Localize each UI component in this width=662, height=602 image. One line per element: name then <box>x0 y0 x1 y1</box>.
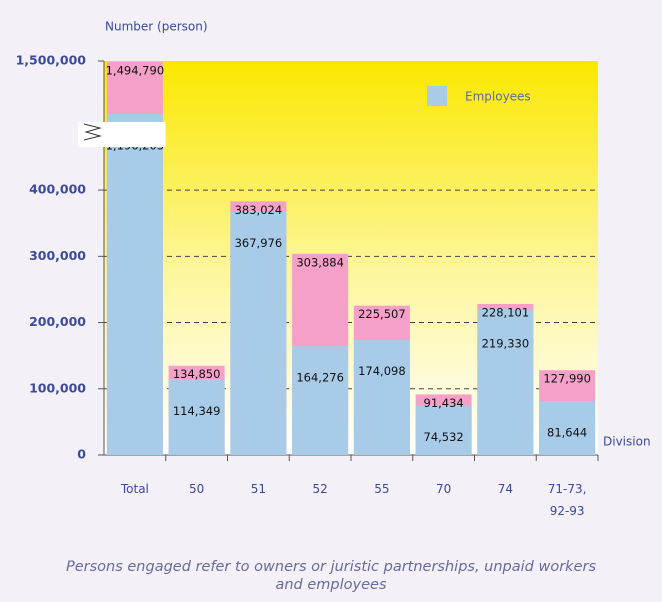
total-label: 134,850 <box>173 367 221 381</box>
break-mark <box>83 123 102 141</box>
y-tick-label: 300,000 <box>29 248 86 263</box>
x-tick-label: 55 <box>374 482 390 496</box>
bar <box>106 113 163 455</box>
y-tick-label: 0 <box>77 447 86 462</box>
x-tick-label: 50 <box>188 482 205 496</box>
employee-label: 164,276 <box>296 371 344 385</box>
legend-swatch <box>427 86 447 106</box>
x-tick-label: 51 <box>250 482 267 496</box>
bar <box>292 346 349 455</box>
x-tick-label: 74 <box>497 482 514 496</box>
employee-label: 367,976 <box>235 236 283 250</box>
y-tick-label: 100,000 <box>29 380 86 395</box>
x-tick-label: 71-73, 92-93 <box>547 482 587 518</box>
employee-label: 81,644 <box>547 425 587 439</box>
bar <box>415 405 472 455</box>
total-label: 91,434 <box>424 396 464 410</box>
x-tick-label: 70 <box>435 482 452 496</box>
total-label: 383,024 <box>235 203 283 217</box>
x-axis-title: Division <box>603 435 651 449</box>
bar <box>477 309 534 455</box>
bar <box>353 339 410 455</box>
x-tick-label: 52 <box>312 482 328 496</box>
y-tick-label: 400,000 <box>29 182 86 197</box>
employee-label: 114,349 <box>173 404 221 418</box>
bar <box>230 211 287 455</box>
footnote: Persons engaged refer to owners or juris… <box>65 559 597 593</box>
employee-label: 174,098 <box>358 364 406 378</box>
total-label: 303,884 <box>296 255 344 269</box>
total-label: 225,507 <box>358 307 406 321</box>
bar <box>168 379 225 455</box>
y-tick-label: 1,500,000 <box>16 53 87 68</box>
total-label: 127,990 <box>543 372 591 386</box>
employee-label: 219,330 <box>482 336 530 350</box>
x-tick-label: Total <box>120 482 149 496</box>
total-label: 228,101 <box>482 305 530 319</box>
total-label: 1,494,790 <box>106 63 165 77</box>
employee-label: 74,532 <box>424 430 464 444</box>
y-axis-title: Number (person) <box>105 20 208 34</box>
y-tick-label: 200,000 <box>29 314 86 329</box>
legend-label: Employees <box>465 90 531 104</box>
bar <box>539 400 596 455</box>
